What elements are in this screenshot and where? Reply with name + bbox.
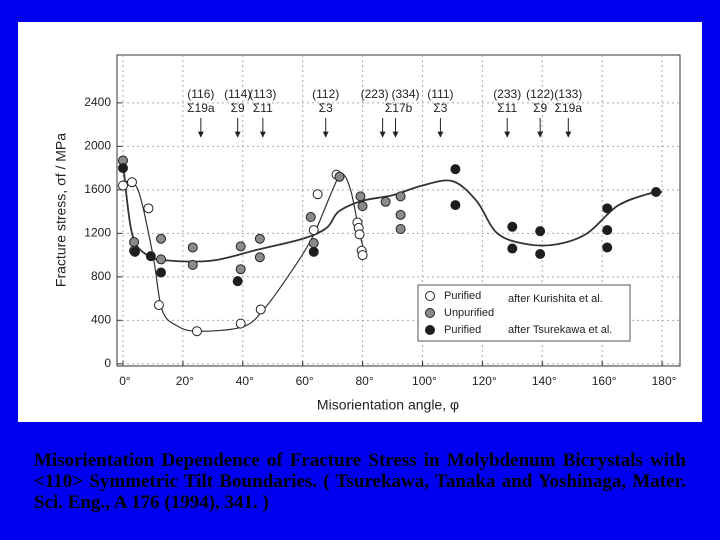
annotation-hkl: (113) [249,87,276,101]
data-point [312,189,323,200]
annotation-sigma: Σ19a [187,101,215,115]
annotation-sigma: Σ9 [231,101,245,115]
x-tick-label: 60° [296,374,314,388]
data-point [380,196,391,207]
annotation-hkl: (114) [224,87,251,101]
data-point [187,242,198,253]
data-point [191,326,202,337]
legend-source: after Tsurekawa et al. [508,324,612,336]
data-point [129,246,140,257]
annotation-sigma: Σ11 [253,101,273,115]
data-point [143,203,154,214]
annotation-sigma: Σ17b [385,101,413,115]
legend-label: Purified [444,290,481,302]
annotation-hkl: (122) [526,87,554,101]
data-point [334,171,345,182]
legend-label: Unpurified [444,307,494,319]
data-point [357,250,368,261]
annotation-hkl: (334) [392,87,420,101]
data-point [355,191,366,202]
data-point [255,304,266,315]
data-point [235,264,246,275]
legend-label: Purified [444,324,481,336]
data-point [602,225,613,236]
data-point [651,187,662,198]
legend-marker [425,308,435,318]
data-point [254,233,265,244]
data-point [187,259,198,270]
annotation-sigma: Σ11 [497,101,517,115]
y-tick-label: 0 [104,356,111,370]
data-point [507,243,518,254]
y-tick-label: 400 [91,313,111,327]
annotation-hkl: (133) [554,87,582,101]
y-tick-label: 2000 [84,139,111,153]
data-point [395,191,406,202]
data-point [535,226,546,237]
caption: Misorientation Dependence of Fracture St… [34,450,686,513]
data-point [232,276,243,287]
annotation-hkl: (111) [427,87,453,101]
data-point [156,233,167,244]
legend-source: after Kurishita et al. [508,293,603,305]
data-point [354,229,365,240]
data-point [305,212,316,223]
x-tick-label: 40° [236,374,254,388]
y-tick-label: 800 [91,269,111,283]
legend-marker [425,325,435,335]
x-tick-label: 80° [355,374,373,388]
x-tick-label: 140° [532,374,557,388]
data-point [450,164,461,175]
data-point [145,251,156,262]
x-tick-label: 100° [412,374,437,388]
data-point [129,237,140,248]
data-point [308,225,319,236]
data-point [117,163,128,174]
data-point [602,203,613,214]
plot-frame [116,54,681,367]
data-point [117,180,128,191]
data-point [153,300,164,311]
y-tick-label: 1200 [84,226,111,240]
x-tick-label: 0° [119,374,131,388]
data-point [235,241,246,252]
data-point [602,242,613,253]
data-point [235,318,246,329]
annotation-hkl: (116) [187,87,214,101]
x-tick-label: 160° [592,374,617,388]
data-point [450,200,461,211]
x-axis-label: Misorientation angle, φ [317,397,459,413]
fit-curve [122,162,663,263]
annotation-sigma: Σ3 [319,101,333,115]
data-point [156,267,167,278]
data-point [254,252,265,263]
annotation-sigma: Σ19a [555,101,583,115]
annotation-hkl: (233) [493,87,521,101]
x-tick-label: 20° [176,374,194,388]
data-point [126,177,137,188]
data-point [395,209,406,220]
data-point [156,254,167,265]
y-tick-label: 1600 [84,182,111,196]
x-tick-label: 120° [472,374,497,388]
data-point [308,246,319,257]
data-point [308,238,319,249]
annotation-hkl: (112) [312,87,339,101]
y-tick-label: 2400 [84,95,111,109]
annotation-sigma: Σ9 [533,101,547,115]
y-axis-label: Fracture stress, σf / MPa [53,133,69,287]
legend-marker [425,291,435,301]
data-point [535,248,546,259]
annotation-sigma: Σ3 [433,101,447,115]
x-tick-label: 180° [652,374,677,388]
legend-box [417,284,631,342]
data-point [507,221,518,232]
data-point [395,223,406,234]
annotation-hkl: (223) [361,87,389,101]
data-point [357,201,368,212]
